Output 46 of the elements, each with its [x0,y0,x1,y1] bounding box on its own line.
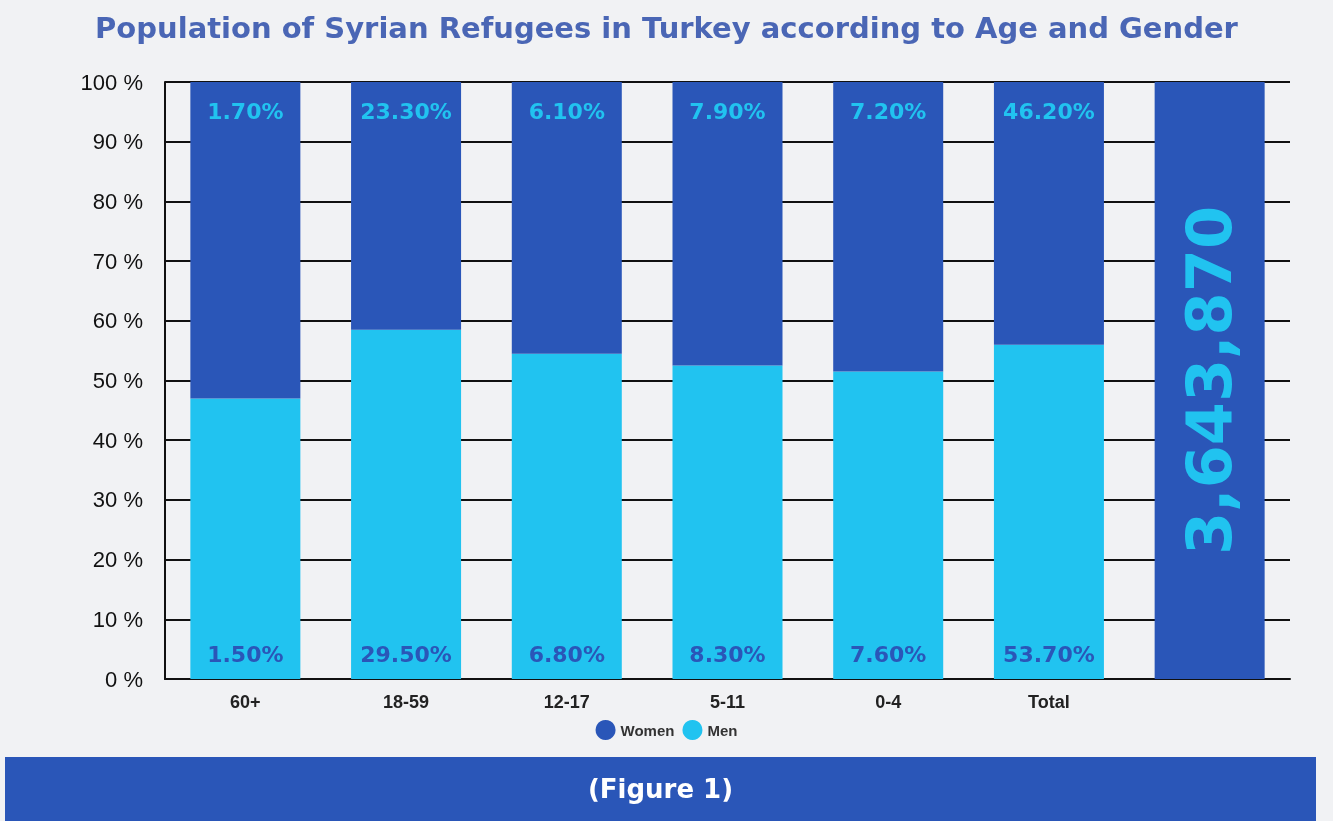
bar [351,82,462,330]
y-tick-label: 90 % [92,129,143,155]
y-tick-label: 30 % [92,487,143,513]
bar [511,82,622,354]
annotation: 1.50% [207,641,284,667]
chart-title: Population of Syrian Refugees in Turkey according to Age and Gender [95,10,1239,45]
bar [351,329,462,679]
x-tick-label: 18-59 [383,692,430,712]
legend-label: Men [707,721,738,739]
bar [190,398,301,679]
y-tick-label: 10 % [92,606,143,632]
y-tick-label: 60 % [92,308,143,334]
annotation: 7.60% [850,641,927,667]
text: (Figure 1) [5,757,1316,821]
annotation: 6.80% [528,641,605,667]
legend-label: Women [620,721,675,739]
annotation: 1.70% [207,98,284,124]
y-tick-label: 70 % [92,248,143,274]
y-tick-label: 20 % [92,547,143,573]
bar [833,371,944,679]
y-tick-label: 50 % [92,368,143,393]
annotation: 3,643,870 [1173,205,1247,556]
annotation: 23.30% [360,98,452,124]
y-tick-label: 0 % [105,666,143,692]
x-tick-label: 5-11 [709,692,746,712]
bar [511,353,622,679]
x-tick-label: 0-4 [875,692,902,712]
annotation: 8.30% [689,641,766,667]
annotation: 29.50% [360,641,452,667]
x-tick-label: 12-17 [543,692,590,712]
bar [190,82,301,399]
annotation: 46.20% [1003,98,1095,124]
y-tick-label: 100 % [80,69,143,95]
annotation: 53.70% [1003,641,1095,667]
x-tick-label: 60+ [230,692,261,712]
bar [993,82,1104,345]
y-tick-label: 80 % [92,188,143,214]
bar [672,82,783,366]
annotation: 7.20% [850,98,927,124]
bar [993,344,1104,679]
x-tick-label: Total [1028,692,1070,712]
annotation: 6.10% [528,98,605,124]
annotation: 7.90% [689,98,766,124]
bar [833,82,944,372]
bar [672,365,783,679]
y-tick-label: 40 % [92,427,143,453]
